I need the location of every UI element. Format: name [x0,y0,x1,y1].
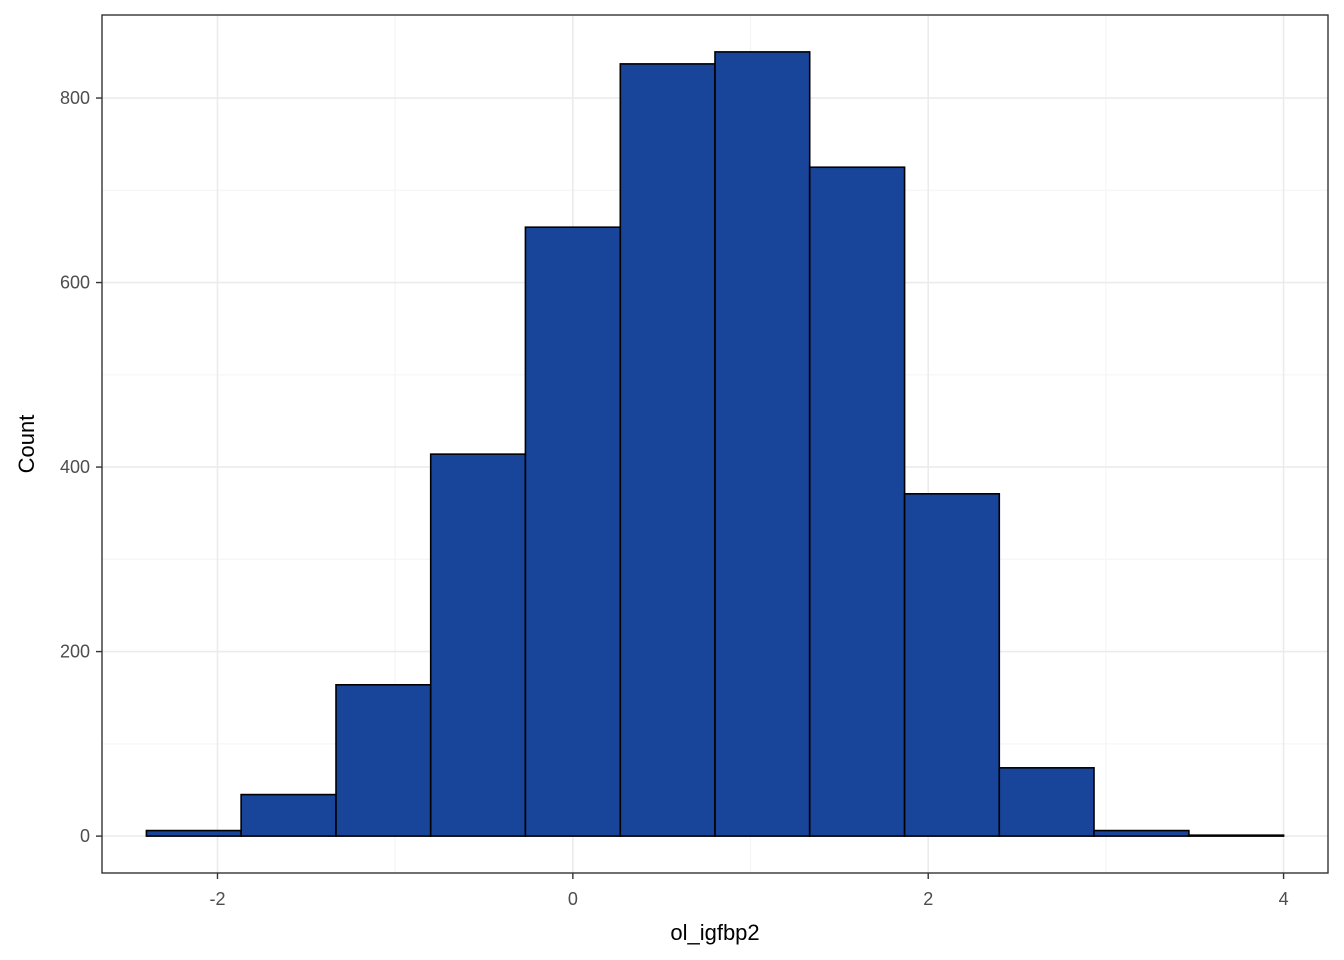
x-tick-label: 2 [923,889,933,909]
x-tick-label: 0 [568,889,578,909]
x-tick-label: -2 [209,889,225,909]
histogram-bar [335,683,432,837]
histogram-bar [145,829,242,837]
x-tick-label: 4 [1279,889,1289,909]
x-axis-title: ol_igfbp2 [670,920,759,945]
panel-border [101,14,1329,874]
histogram-bar [524,226,622,837]
histogram-bar [808,166,906,837]
histogram-bar [1188,834,1285,837]
y-tick-label: 0 [80,826,90,846]
y-tick-label: 200 [60,642,90,662]
y-axis-title: Count [14,415,39,474]
y-tick-label: 600 [60,273,90,293]
y-axis-ticks: 0 200 400 600 800 [60,88,102,846]
histogram-bar [240,793,337,837]
histogram-bar [429,453,527,837]
histogram-bar [903,493,1001,837]
histogram-bars [145,51,1285,837]
histogram-bar [714,51,811,837]
histogram-bar [619,63,716,837]
y-tick-label: 800 [60,88,90,108]
x-axis-ticks: -2 0 2 4 [209,873,1289,909]
histogram-bar [998,767,1095,837]
y-tick-label: 400 [60,457,90,477]
histogram-bar [1093,829,1190,837]
